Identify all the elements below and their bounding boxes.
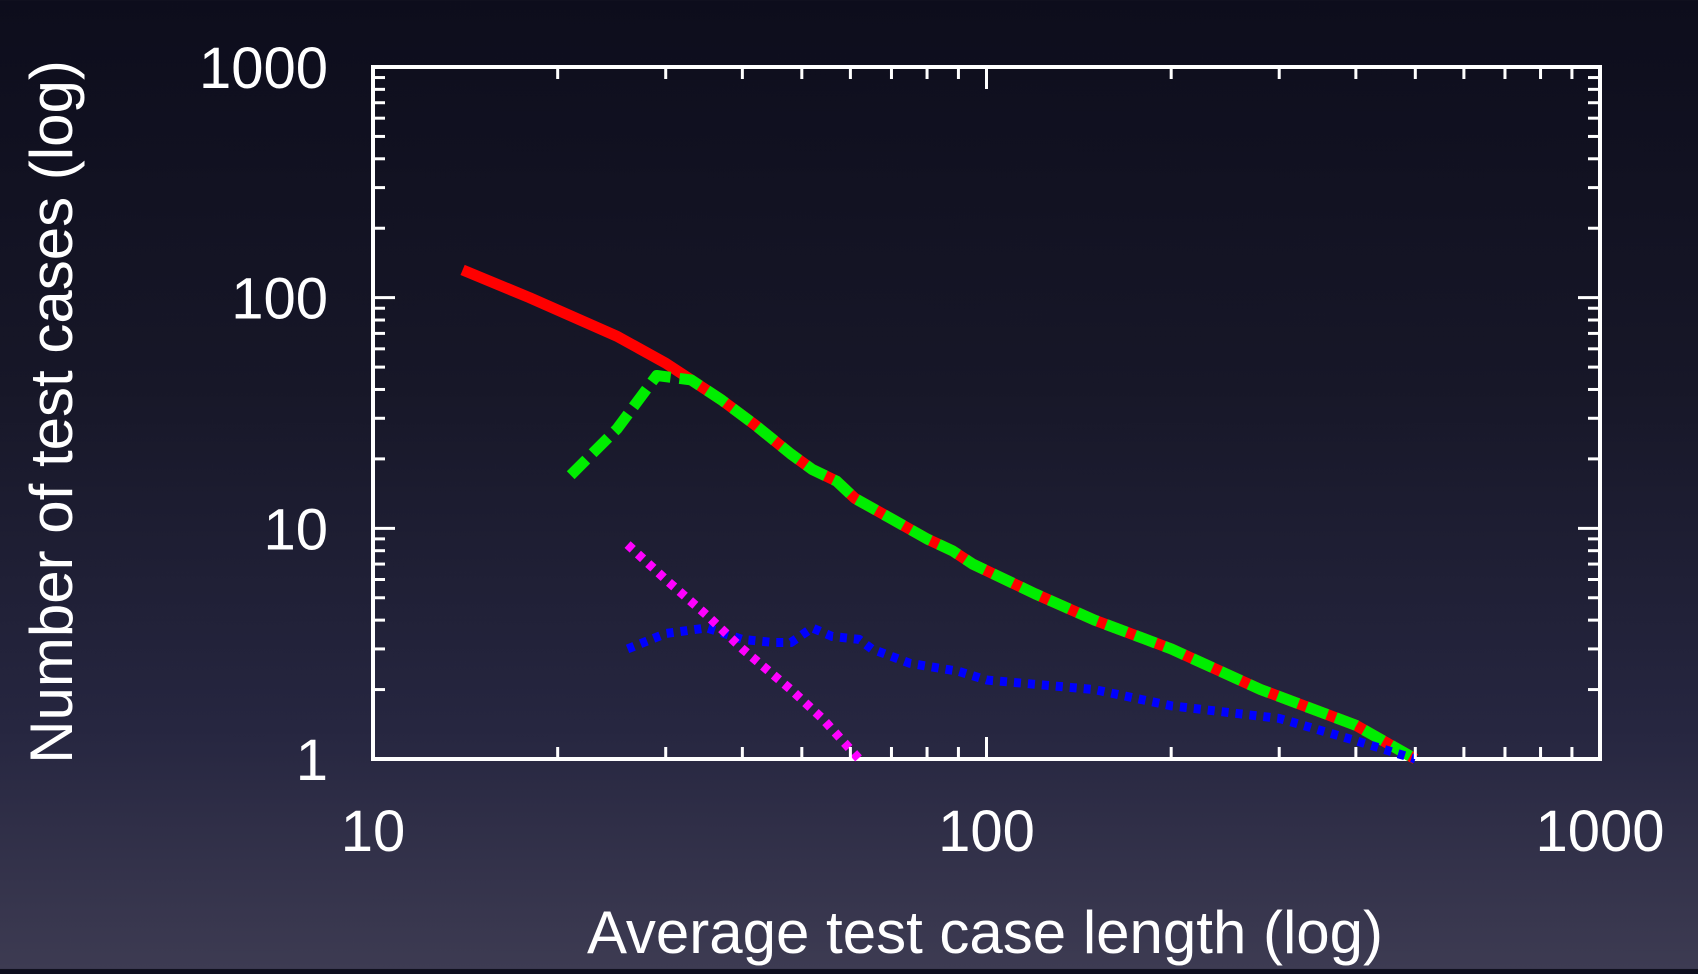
x-tick-label: 1000	[1535, 799, 1664, 864]
y-tick-label: 10	[263, 497, 328, 562]
series-line-4	[624, 541, 863, 763]
x-tick-label: 10	[341, 799, 406, 864]
y-axis-title: Number of test cases (log)	[18, 60, 85, 764]
y-tick-label: 1	[296, 728, 328, 793]
series-layer	[460, 264, 1419, 764]
plot-frame-layer	[371, 65, 1602, 761]
plot-frame	[371, 65, 1602, 761]
series-line-1	[460, 264, 1419, 764]
y-tick-label: 1000	[199, 36, 328, 101]
ticks-layer	[373, 67, 1600, 759]
y-tick-label: 100	[231, 267, 328, 332]
x-tick-label: 100	[938, 799, 1035, 864]
series-line-2	[566, 370, 1419, 764]
x-axis-title: Average test case length (log)	[587, 899, 1383, 966]
